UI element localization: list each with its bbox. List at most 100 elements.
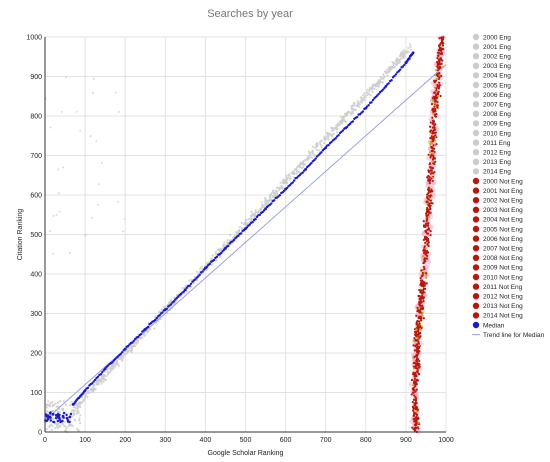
- english-point: [276, 189, 279, 193]
- english-point: [56, 410, 59, 413]
- english-point: [237, 230, 240, 233]
- median-point: [408, 57, 411, 60]
- english-point: [58, 210, 61, 213]
- legend-item[interactable]: 2013 Not Eng: [472, 302, 523, 311]
- english-point: [406, 51, 409, 54]
- legend-marker-icon: [472, 168, 480, 175]
- not-english-point: [430, 149, 433, 152]
- not-english-point: [431, 99, 435, 102]
- not-english-point: [429, 166, 432, 169]
- legend-item[interactable]: 2014 Not Eng: [472, 312, 523, 320]
- legend-item[interactable]: 2002 Not Eng: [472, 197, 523, 205]
- legend-item[interactable]: 2011 Eng: [472, 139, 511, 147]
- legend-item[interactable]: 2010 Not Eng: [472, 273, 523, 282]
- english-point: [175, 293, 179, 297]
- english-point: [79, 405, 82, 408]
- median-point: [278, 194, 282, 197]
- not-english-point: [432, 137, 435, 140]
- not-english-point: [438, 74, 441, 77]
- english-point: [311, 150, 314, 153]
- legend-item[interactable]: 2000 Not Eng: [472, 177, 523, 186]
- not-english-point: [428, 151, 432, 154]
- english-point: [164, 305, 167, 309]
- not-english-point: [427, 191, 430, 195]
- english-point: [309, 156, 312, 159]
- median-points: [44, 51, 415, 424]
- legend-item[interactable]: 2003 Not Eng: [472, 206, 523, 215]
- legend-marker-icon: [472, 72, 480, 79]
- english-point: [238, 226, 241, 229]
- median-point: [351, 120, 355, 123]
- not-english-point: [416, 325, 419, 328]
- legend-item[interactable]: 2007 Eng: [472, 101, 511, 109]
- legend-item[interactable]: 2006 Not Eng: [472, 235, 523, 243]
- not-english-point: [420, 301, 423, 304]
- legend-item[interactable]: Trend line for Median: [472, 332, 545, 339]
- legend-item[interactable]: 2001 Not Eng: [472, 187, 523, 195]
- median-point: [371, 98, 375, 102]
- not-english-point: [415, 343, 419, 346]
- legend-marker-icon: [472, 225, 480, 233]
- median-point: [172, 300, 176, 303]
- legend-item[interactable]: 2005 Not Eng: [472, 225, 523, 234]
- not-english-point: [420, 319, 423, 322]
- legend-item[interactable]: 2001 Eng: [472, 43, 511, 51]
- english-point: [223, 241, 226, 244]
- legend-item[interactable]: 2009 Eng: [472, 120, 511, 128]
- not-english-halo-point: [425, 258, 431, 264]
- legend-item[interactable]: 2013 Eng: [472, 158, 511, 167]
- legend-item[interactable]: 2000 Eng: [472, 33, 511, 42]
- english-point: [263, 202, 267, 205]
- not-english-point: [419, 277, 422, 280]
- english-point: [77, 429, 80, 432]
- legend-item[interactable]: 2012 Eng: [472, 149, 511, 157]
- english-point: [113, 363, 116, 366]
- median-point: [215, 255, 219, 259]
- legend-item[interactable]: 2007 Not Eng: [472, 245, 523, 253]
- english-point: [78, 417, 81, 420]
- not-english-points: [408, 34, 446, 435]
- legend-label: 2009 Not Eng: [483, 265, 523, 272]
- english-point: [366, 88, 369, 91]
- legend-marker-icon: [472, 264, 480, 271]
- not-english-point: [412, 344, 415, 347]
- english-point: [319, 143, 322, 146]
- median-point: [398, 68, 402, 71]
- median-point: [45, 419, 49, 422]
- not-english-point: [427, 179, 430, 182]
- legend-item[interactable]: 2004 Eng: [472, 72, 511, 80]
- legend-item[interactable]: 2003 Eng: [472, 62, 511, 70]
- legend-item[interactable]: Median: [472, 321, 505, 330]
- median-point: [383, 86, 386, 90]
- median-point: [205, 265, 209, 269]
- legend-item[interactable]: 2008 Not Eng: [472, 254, 523, 263]
- legend-item[interactable]: 2010 Eng: [472, 129, 511, 138]
- median-point: [158, 314, 161, 317]
- not-english-point: [420, 297, 423, 300]
- english-point: [112, 366, 115, 370]
- legend-item[interactable]: 2009 Not Eng: [472, 264, 523, 272]
- not-english-point: [429, 234, 432, 237]
- english-point: [257, 210, 260, 213]
- legend-item[interactable]: 2005 Eng: [472, 81, 511, 90]
- legend-item[interactable]: 2004 Not Eng: [472, 216, 523, 224]
- english-point: [285, 178, 289, 181]
- not-english-point: [415, 358, 419, 361]
- not-english-point: [426, 242, 429, 245]
- not-english-point: [427, 222, 430, 225]
- median-point: [258, 213, 262, 217]
- not-english-point: [417, 344, 421, 347]
- english-point: [79, 401, 82, 404]
- median-point: [99, 372, 103, 376]
- median-point: [367, 103, 370, 107]
- median-point: [401, 65, 405, 68]
- legend-item[interactable]: 2006 Eng: [472, 91, 511, 99]
- legend-item[interactable]: 2012 Not Eng: [472, 293, 523, 301]
- legend-item[interactable]: 2014 Eng: [472, 168, 511, 176]
- english-point: [218, 255, 221, 258]
- median-point: [146, 325, 150, 329]
- legend-item[interactable]: 2002 Eng: [472, 53, 511, 61]
- legend-item[interactable]: 2008 Eng: [472, 110, 511, 118]
- legend-item[interactable]: 2011 Not Eng: [472, 283, 523, 291]
- median-point: [185, 286, 188, 289]
